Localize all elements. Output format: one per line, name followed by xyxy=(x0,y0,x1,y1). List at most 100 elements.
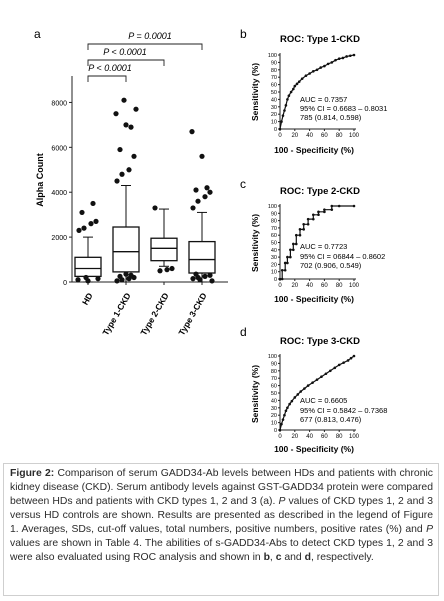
roc-c-y-tick-label-9: 90 xyxy=(271,211,277,217)
roc-b-y-tick-label-1: 10 xyxy=(271,120,277,126)
box-outlier-3-2 xyxy=(202,194,208,200)
roc-d-y-tick-label-8: 80 xyxy=(271,369,277,375)
box-outlier-2-1 xyxy=(157,268,163,274)
roc-b-point-4 xyxy=(284,104,288,107)
roc-d-point-18 xyxy=(333,366,337,370)
caption-ref-b: b xyxy=(263,552,270,563)
box-category-label-2: Type 2-CKD xyxy=(138,291,170,337)
roc-c-ci: 95% CI = 06844 – 0.8602 xyxy=(300,252,385,261)
roc-d-point-1 xyxy=(280,422,283,426)
roc-c-point-22 xyxy=(317,210,320,214)
box-y-tick-label-3: 6000 xyxy=(51,145,67,152)
roc-d-y-tick-label-0: 0 xyxy=(274,428,277,434)
box-outlier-3-14 xyxy=(193,271,199,277)
roc-d-point-10 xyxy=(299,390,303,393)
caption-text: Comparison of serum GADD34-Ab levels bet… xyxy=(10,468,433,507)
caption-text-3: values are shown in Table 4. The abiliti… xyxy=(10,538,433,563)
box-outlier-1-3 xyxy=(131,153,137,159)
roc-b-point-0 xyxy=(278,127,282,131)
box-outlier-2-2 xyxy=(164,267,170,273)
roc-c-point-0 xyxy=(278,277,282,281)
roc-d-point-11 xyxy=(303,387,306,390)
roc-b-x-axis-label: 100 - Specificity (%) xyxy=(274,145,354,155)
roc-c-point-14 xyxy=(298,228,302,231)
roc-b-point-22 xyxy=(337,57,341,60)
box-outlier-1-6 xyxy=(123,122,129,128)
roc-c-y-tick-label-6: 60 xyxy=(271,233,277,239)
roc-d-point-12 xyxy=(306,384,310,387)
roc-b-x-tick-label-4: 80 xyxy=(336,133,343,139)
box-category-label-3: Type 3-CKD xyxy=(176,291,208,337)
roc-b-point-5 xyxy=(286,98,289,101)
roc-c-point-15 xyxy=(302,228,305,231)
caption-p-2: P xyxy=(426,524,433,535)
box-category-label-1: Type 1-CKD xyxy=(100,291,132,337)
roc-b-point-3 xyxy=(283,109,286,112)
roc-d-y-tick-label-2: 20 xyxy=(271,413,277,419)
roc-c-x-tick-label-2: 40 xyxy=(306,283,313,289)
roc-d-point-20 xyxy=(342,361,345,364)
box-outlier-2-3 xyxy=(169,265,175,272)
box-outlier-3-7 xyxy=(189,129,195,135)
roc-d-point-2 xyxy=(281,418,285,421)
box-plot-panel-a: P = 0.0001 P < 0.0001 P < 0.0001 Alpha C… xyxy=(35,31,228,337)
roc-panel-c: ROC: Type 2-CKD Sensitivity (%) 100 - Sp… xyxy=(250,186,385,304)
roc-c-point-9 xyxy=(292,248,295,252)
comparison-label-2: P < 0.0001 xyxy=(88,63,131,73)
roc-c-point-23 xyxy=(323,210,326,214)
box-outlier-0-3 xyxy=(93,218,99,224)
roc-d-point-7 xyxy=(290,399,294,403)
roc-c-title: ROC: Type 2-CKD xyxy=(280,186,360,197)
roc-b-x-tick-label-5: 100 xyxy=(349,133,360,139)
roc-c-point-17 xyxy=(306,222,310,226)
roc-c-x-tick-label-0: 0 xyxy=(278,283,282,289)
roc-d-x-tick-label-2: 40 xyxy=(306,434,313,440)
roc-b-x-tick-label-0: 0 xyxy=(278,133,282,139)
comparison-brackets: P = 0.0001 P < 0.0001 P < 0.0001 xyxy=(88,31,171,73)
roc-b-y-tick-label-5: 50 xyxy=(271,90,277,96)
roc-d-point-8 xyxy=(293,396,297,399)
box-iqr-0 xyxy=(74,256,102,278)
roc-c-point-11 xyxy=(294,242,298,246)
box-category-label-0: HD xyxy=(80,291,95,307)
roc-c-y-tick-label-10: 100 xyxy=(268,204,277,210)
roc-b-y-tick-label-10: 100 xyxy=(268,53,277,59)
roc-c-point-4 xyxy=(283,261,287,265)
roc-c-point-5 xyxy=(286,261,289,265)
box-y-axis-label: Alpha Count xyxy=(35,153,45,207)
caption-p-1: P xyxy=(278,496,286,507)
roc-d-y-tick-label-5: 50 xyxy=(271,391,277,397)
caption-ref-d: d xyxy=(304,552,311,563)
roc-d-y-tick-label-1: 10 xyxy=(271,421,277,427)
roc-d-point-3 xyxy=(283,413,286,417)
roc-b-point-23 xyxy=(341,56,345,60)
roc-c-point-3 xyxy=(283,268,287,272)
roc-b-auc: AUC = 0.7357 xyxy=(300,95,347,104)
caption-ref-c: c xyxy=(275,552,282,563)
roc-d-auc: AUC = 0.6605 xyxy=(300,396,347,405)
roc-b-point-1 xyxy=(280,120,283,123)
box-outlier-1-0 xyxy=(114,178,120,184)
box-outlier-1-16 xyxy=(123,271,129,277)
roc-c-point-19 xyxy=(312,217,315,221)
roc-c-y-tick-label-3: 30 xyxy=(271,255,277,261)
box-outlier-3-13 xyxy=(207,272,213,278)
box-outlier-1-5 xyxy=(128,124,134,130)
roc-b-point-15 xyxy=(312,69,315,73)
roc-d-point-14 xyxy=(315,378,319,381)
box-outlier-3-8 xyxy=(209,278,215,284)
box-outlier-3-1 xyxy=(195,198,201,204)
roc-c-point-7 xyxy=(289,255,292,259)
comparison-bracket-1 xyxy=(87,59,165,66)
roc-b-point-6 xyxy=(287,94,291,97)
roc-d-x-tick-label-3: 60 xyxy=(321,434,328,440)
roc-c-y-tick-label-1: 10 xyxy=(271,270,277,276)
roc-b-point-9 xyxy=(293,84,297,88)
roc-c-point-6 xyxy=(286,255,289,259)
roc-b-cutoff: 785 (0.814, 0.598) xyxy=(300,113,362,122)
roc-b-y-tick-label-4: 40 xyxy=(271,97,277,103)
roc-d-ci: 95% CI = 0.5842 – 0.7368 xyxy=(300,406,387,415)
panel-letter-c: c xyxy=(240,177,246,191)
roc-c-point-2 xyxy=(280,268,284,272)
box-outlier-1-4 xyxy=(117,146,123,153)
